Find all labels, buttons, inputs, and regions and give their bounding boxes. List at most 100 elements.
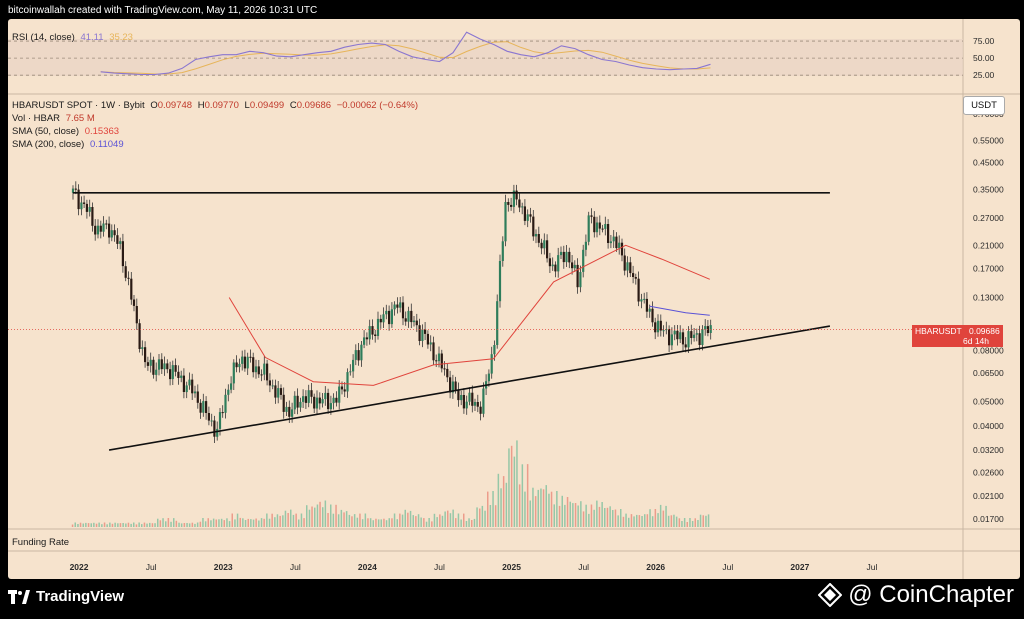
volume-bar — [322, 507, 324, 527]
candle-body — [471, 392, 474, 406]
volume-bar — [125, 523, 127, 527]
chart-area[interactable]: 75.0050.0025.000.700000.550000.450000.35… — [8, 19, 1020, 579]
candle-body — [268, 380, 271, 386]
price-tick-label: 0.02600 — [973, 468, 1004, 478]
volume-bar — [444, 511, 446, 527]
volume-bar — [308, 509, 311, 527]
candle-body — [451, 381, 454, 393]
volume-bar — [487, 491, 489, 527]
volume-bar — [111, 523, 114, 527]
volume-bar — [601, 502, 603, 527]
candle-body — [332, 397, 335, 404]
candle-body — [476, 402, 479, 407]
volume-bar — [476, 507, 478, 527]
chart-canvas[interactable]: 75.0050.0025.000.700000.550000.450000.35… — [8, 19, 1020, 579]
candle-body — [412, 320, 416, 323]
candle-body — [443, 368, 446, 370]
volume-bar — [340, 509, 343, 527]
volume-bar — [468, 518, 470, 527]
volume-bar — [276, 514, 279, 527]
support-line — [108, 325, 831, 451]
volume-bar — [295, 513, 297, 527]
unit-badge[interactable]: USDT — [963, 96, 1005, 115]
candle-body — [399, 302, 402, 308]
price-tag-symbol: HBARUSDT — [915, 325, 962, 336]
volume-bar — [561, 495, 563, 527]
volume-bar — [231, 513, 233, 527]
candle-body — [609, 241, 612, 244]
time-tick-label: Jul — [578, 562, 589, 572]
candle-body — [335, 397, 338, 403]
tradingview-brand[interactable]: TradingView — [8, 588, 124, 605]
candle-body — [382, 314, 385, 323]
volume-bar — [71, 524, 74, 527]
volume-bar — [572, 503, 574, 527]
volume-bar — [582, 511, 585, 527]
coinchapter-brand: @ CoinChapter — [818, 581, 1014, 609]
volume-bar — [396, 519, 398, 527]
volume-bar — [186, 523, 188, 527]
candle-body — [141, 347, 144, 349]
h-value: 0.09770 — [204, 100, 239, 111]
volume-bar — [479, 508, 481, 527]
volume-bar — [436, 517, 438, 527]
candle-body — [105, 223, 108, 225]
candle-body — [507, 202, 510, 205]
volume-bar — [284, 510, 287, 527]
volume-bar — [258, 520, 260, 527]
candle-body — [426, 333, 429, 345]
candle-body — [515, 190, 518, 200]
candle-body — [110, 230, 113, 238]
volume-bar — [675, 516, 678, 527]
volume-bar — [494, 505, 497, 527]
candle-body — [80, 202, 83, 210]
candle-body — [582, 249, 585, 272]
candle-body — [490, 354, 493, 374]
volume-bar — [202, 518, 204, 527]
time-tick-label: 2023 — [214, 562, 233, 572]
candle-body — [243, 356, 246, 369]
volume-bar — [93, 522, 95, 527]
volume-bar — [290, 509, 292, 527]
price-tick-label: 0.55000 — [973, 135, 1004, 145]
candle-body — [407, 310, 410, 322]
volume-bar — [417, 514, 420, 527]
rsi-level-label: 75.00 — [973, 36, 995, 46]
volume-bar — [95, 523, 98, 527]
candle-body — [704, 326, 707, 330]
volume-bar — [220, 518, 223, 527]
volume-bar — [659, 504, 662, 527]
rsi-level-label: 25.00 — [973, 70, 995, 80]
volume-bar — [569, 501, 571, 527]
candle-body — [85, 203, 88, 212]
volume-bar — [282, 515, 284, 527]
candle-body — [91, 207, 94, 226]
volume-bar — [463, 513, 465, 527]
ohlc-legend: HBARUSDT SPOT · 1W · Bybit O0.09748 H0.0… — [12, 100, 421, 111]
candle-body — [119, 241, 122, 244]
volume-bar — [90, 523, 92, 527]
candle-body — [235, 362, 238, 368]
volume-bar — [383, 518, 385, 527]
volume-bar — [369, 518, 372, 527]
volume-bar — [545, 485, 547, 527]
volume-bar — [388, 518, 390, 527]
candle-body — [254, 366, 258, 373]
volume-bar — [345, 511, 348, 527]
candle-body — [357, 350, 360, 361]
volume-bar — [287, 513, 289, 527]
candle-body — [612, 236, 615, 242]
volume-bar — [556, 491, 558, 527]
candle-body — [205, 401, 208, 413]
candle-body — [584, 241, 587, 250]
volume-bar — [173, 518, 175, 527]
candle-body — [496, 301, 499, 345]
candle-body — [232, 362, 235, 384]
time-tick-label: 2025 — [502, 562, 521, 572]
candle-body — [149, 359, 152, 366]
candle-body — [665, 329, 668, 331]
volume-bar — [337, 514, 340, 527]
candle-body — [656, 320, 660, 333]
volume-bar — [598, 506, 601, 527]
c-value: 0.09686 — [296, 100, 332, 111]
